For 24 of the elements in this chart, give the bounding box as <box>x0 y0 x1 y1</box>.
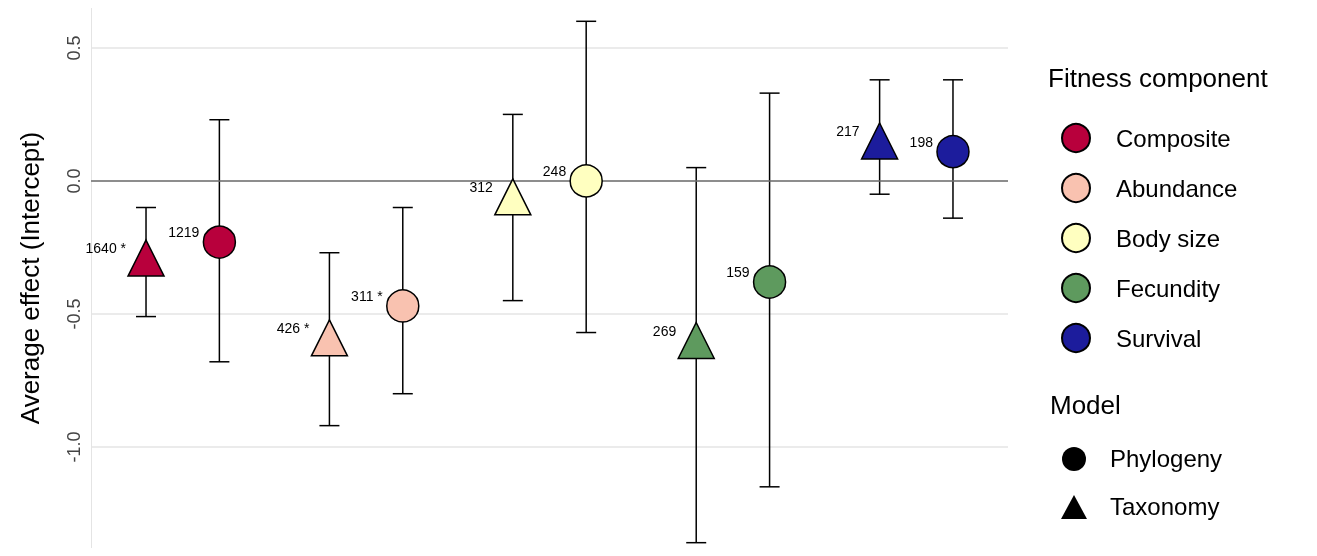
annotation: 426 * <box>276 319 310 336</box>
y-tick-label: -1.0 <box>64 431 84 463</box>
text: Taxonomy <box>1110 493 1220 521</box>
y-tick-label: 0.0 <box>64 168 84 194</box>
annotation: 1219 <box>168 224 200 241</box>
legend-label: Composite <box>1116 124 1231 152</box>
text: Model <box>1050 390 1122 421</box>
annotation: 248 <box>542 162 567 179</box>
legend-label: Body size <box>1116 224 1221 252</box>
annotation: 1640 * <box>85 240 127 257</box>
y-tick-label: -0.5 <box>64 298 84 330</box>
annotation: 217 <box>836 123 860 139</box>
legend-title: Fitness component <box>1048 63 1269 93</box>
legend-label: Abundance <box>1116 174 1238 202</box>
annotation: 269 <box>652 322 677 339</box>
y-axis-title: Average effect (Intercept) <box>15 131 45 425</box>
y-tick-label: 0.5 <box>64 35 84 61</box>
annotation: 312 <box>469 178 494 195</box>
annotation: 159 <box>726 263 750 280</box>
annotation: 311 * <box>351 287 384 304</box>
legend-label: Fecundity <box>1116 274 1221 302</box>
legend-label: Survival <box>1116 324 1202 352</box>
text: Phylogeny <box>1110 445 1223 473</box>
annotation: 198 <box>909 133 934 150</box>
